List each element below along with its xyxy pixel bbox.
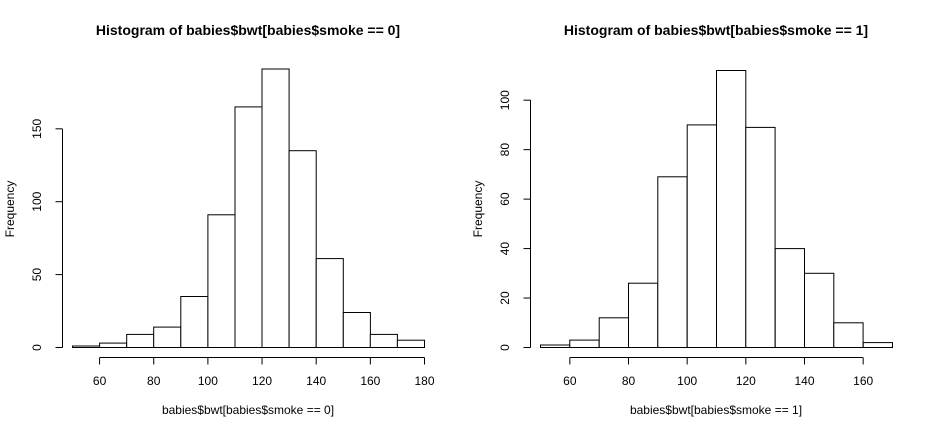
histogram-bar bbox=[234, 106, 263, 349]
y-tick-label: 150 bbox=[30, 118, 44, 138]
histogram-bar bbox=[657, 176, 688, 348]
x-axis-label: babies$bwt[babies$smoke == 1] bbox=[630, 403, 802, 417]
histogram-bar bbox=[99, 342, 128, 349]
x-tick-label: 160 bbox=[853, 374, 873, 388]
histogram-bar bbox=[628, 282, 659, 349]
x-axis-label: babies$bwt[babies$smoke == 0] bbox=[162, 403, 334, 417]
y-axis-label: Frequency bbox=[3, 181, 17, 238]
x-tick-label: 80 bbox=[622, 374, 636, 388]
histogram-bar bbox=[774, 248, 806, 349]
histogram-bar bbox=[369, 333, 398, 348]
y-tick-label: 80 bbox=[498, 143, 512, 157]
x-tick-label: 180 bbox=[414, 374, 434, 388]
y-axis: 0 20 40 60 80 100 bbox=[498, 90, 531, 351]
y-tick-label: 50 bbox=[30, 268, 44, 282]
x-tick-label: 120 bbox=[736, 374, 756, 388]
x-tick-label: 140 bbox=[794, 374, 814, 388]
y-axis-label: Frequency bbox=[471, 181, 485, 238]
y-tick-label: 20 bbox=[498, 291, 512, 305]
y-tick-label: 40 bbox=[498, 242, 512, 256]
histogram-bar bbox=[686, 124, 718, 349]
x-tick-label: 120 bbox=[252, 374, 272, 388]
chart-title: Histogram of babies$bwt[babies$smoke == … bbox=[96, 22, 400, 38]
x-tick-label: 80 bbox=[147, 374, 161, 388]
histogram-bar bbox=[569, 339, 600, 349]
x-tick-label: 60 bbox=[93, 374, 107, 388]
y-tick-label: 0 bbox=[498, 344, 512, 351]
x-tick-label: 100 bbox=[198, 374, 218, 388]
bars bbox=[72, 68, 425, 349]
x-tick-label: 140 bbox=[306, 374, 326, 388]
histogram-bar bbox=[598, 317, 630, 348]
histogram-bar bbox=[745, 126, 776, 349]
histogram-bar bbox=[716, 70, 747, 348]
histogram-bar bbox=[804, 272, 835, 348]
y-tick-label: 0 bbox=[30, 344, 44, 351]
histogram-bar bbox=[72, 345, 101, 348]
histogram-nonsmoker: Histogram of babies$bwt[babies$smoke == … bbox=[3, 22, 435, 417]
histogram-bar bbox=[288, 150, 317, 348]
y-tick-label: 60 bbox=[498, 192, 512, 206]
histogram-bar bbox=[396, 339, 425, 349]
histogram-smoker: Histogram of babies$bwt[babies$smoke == … bbox=[471, 22, 894, 417]
histogram-bar bbox=[207, 214, 236, 348]
histogram-bar bbox=[540, 344, 571, 348]
x-tick-label: 100 bbox=[677, 374, 697, 388]
histogram-bar bbox=[862, 342, 894, 349]
x-tick-label: 160 bbox=[360, 374, 380, 388]
x-axis: 60 80 100 120 140 160 bbox=[563, 357, 873, 388]
histogram-bar bbox=[315, 258, 344, 349]
y-tick-label: 100 bbox=[498, 90, 512, 110]
x-axis: 60 80 100 120 140 160 180 bbox=[93, 357, 435, 388]
histogram-bar bbox=[126, 333, 155, 348]
y-axis: 0 50 100 150 bbox=[30, 118, 63, 351]
x-tick-label: 60 bbox=[563, 374, 577, 388]
chart-title: Histogram of babies$bwt[babies$smoke == … bbox=[564, 22, 868, 38]
histogram-bar bbox=[261, 68, 290, 348]
histogram-bar bbox=[342, 312, 371, 348]
bars bbox=[540, 70, 894, 349]
y-tick-label: 100 bbox=[30, 191, 44, 211]
histogram-bar bbox=[180, 296, 209, 348]
histogram-bar bbox=[153, 326, 182, 349]
histogram-bar bbox=[833, 322, 864, 348]
